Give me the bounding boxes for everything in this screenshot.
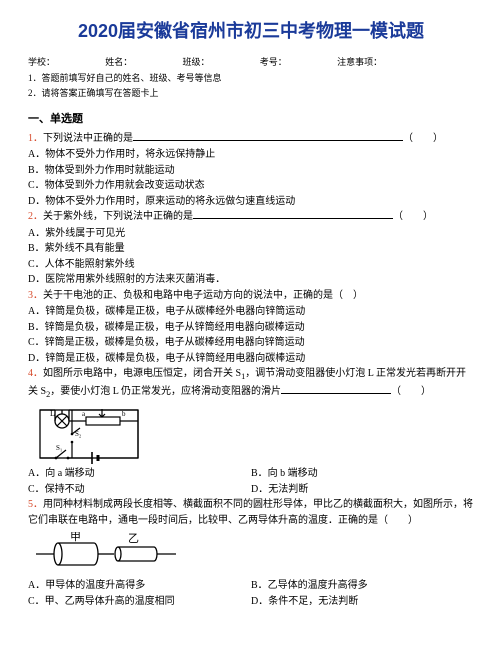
q3-num: 3． [28,290,43,301]
q3-A: A．锌筒是负极，碳棒是正极，电子从碳棒经外电器向锌筒运动 [28,304,474,320]
q5-A: A．甲导体的温度升高得多 [28,578,251,594]
q5-stem: 5．用同种材料制成两段长度相等、横截面积不同的圆柱形导体，甲比乙的横截面积大，如… [28,497,474,528]
q4-stem-a: 如图所示电路中，电源电压恒定，闭合开关 S [43,368,241,379]
notice-label: 注意事项： [337,57,382,67]
q1-C: C．物体受到外力作用就会改变运动状态 [28,178,474,194]
q2-A: A．紫外线属于可见光 [28,226,474,242]
q1-D: D．物体不受外力作用时，原来运动的将永远做匀速直线运动 [28,194,474,210]
q2-B: B．紫外线不具有能量 [28,241,474,257]
q3-stem-text: 关于干电池的正、负极和电路中电子运动方向的说法中，正确的是（ ） [43,290,363,301]
q5-stem-text: 用同种材料制成两段长度相等、横截面积不同的圆柱形导体，甲比乙的横截面积大，如图所… [28,499,473,526]
q1-B: B．物体受到外力作用时就能运动 [28,163,474,179]
examno-label: 考号： [260,57,287,67]
instruction-1: 1．答题前填写好自己的姓名、班级、考号等信息 [28,72,474,86]
q3-C: C．锌筒是正极，碳棒是负极，电子从碳棒经用电器向锌筒运动 [28,335,474,351]
q4-B: B．向 b 端移动 [251,466,474,482]
q3-B: B．锌筒是负极，碳棒是正极，电子从锌筒经用电器向碳棒运动 [28,320,474,336]
svg-text:乙: 乙 [128,532,139,545]
q2-D: D．医院常用紫外线照射的方法来灭菌消毒． [28,272,474,288]
q5-figure: 甲 乙 [36,532,474,576]
q5-D: D．条件不足，无法判断 [251,594,474,610]
class-label: 班级： [183,57,210,67]
q1-stem: 1．下列说法中正确的是 （ ） [28,131,474,147]
q3-stem: 3．关于干电池的正、负极和电路中电子运动方向的说法中，正确的是（ ） [28,288,474,304]
instruction-2: 2．请将答案正确填写在答题卡上 [28,87,474,101]
q4-stem: 4．如图所示电路中，电源电压恒定，闭合开关 S1，调节滑动变阻器使小灯泡 L 正… [28,366,474,402]
q5-row2: C．甲、乙两导体升高的温度相同 D．条件不足，无法判断 [28,594,474,610]
q1-A: A．物体不受外力作用时，将永远保持静止 [28,147,474,163]
q5-C: C．甲、乙两导体升高的温度相同 [28,594,251,610]
q2-stem-text: 关于紫外线，下列说法中正确的是 [43,211,193,222]
q1-tail: （ ） [403,133,443,144]
header-line: 学校： 姓名： 班级： 考号： 注意事项： [28,56,474,70]
q4-A: A．向 a 端移动 [28,466,251,482]
q3-D: D．锌筒是正极，碳棒是负极，电子从锌筒经用电器向碳棒运动 [28,351,474,367]
svg-text:S₁: S₁ [56,444,62,452]
q4-C: C．保持不动 [28,482,251,498]
name-label: 姓名： [105,57,132,67]
q4-num: 4． [28,368,43,379]
q5-num: 5． [28,499,43,510]
school-label: 学校： [28,57,55,67]
q2-num: 2． [28,211,43,222]
q4-tail: （ ） [391,386,431,397]
q2-C: C．人体不能照射紫外线 [28,257,474,273]
q2-tail: （ ） [393,211,433,222]
q4-D: D．无法判断 [251,482,474,498]
exam-title: 2020届安徽省宿州市初三中考物理一模试题 [28,18,474,46]
svg-text:甲: 甲 [70,532,81,543]
section-title-1: 一、单选题 [28,111,474,128]
q4-figure: L a b S₁ S₂ [36,406,474,464]
q4-row2: C．保持不动 D．无法判断 [28,482,474,498]
svg-text:S₂: S₂ [75,430,82,438]
q4-row1: A．向 a 端移动 B．向 b 端移动 [28,466,474,482]
q1-stem-text: 下列说法中正确的是 [43,133,133,144]
q4-stem-c: ，要使小灯泡 L 仍正常发光，应将滑动变阻器的滑片 [50,386,281,397]
q2-stem: 2．关于紫外线，下列说法中正确的是 （ ） [28,209,474,225]
q5-B: B．乙导体的温度升高得多 [251,578,474,594]
svg-text:b: b [122,410,126,418]
q5-row1: A．甲导体的温度升高得多 B．乙导体的温度升高得多 [28,578,474,594]
q1-num: 1． [28,133,43,144]
